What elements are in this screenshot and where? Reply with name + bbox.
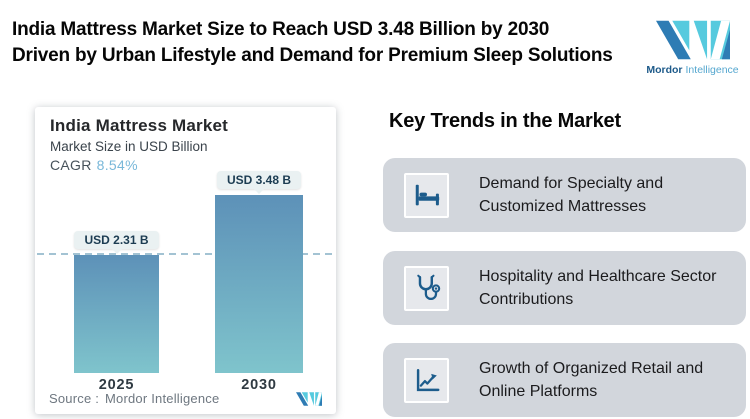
source-prefix: Source :	[49, 391, 100, 406]
brand-wordmark: Mordor Intelligence	[646, 64, 738, 76]
bar-chart: USD 2.31 B USD 3.48 B	[35, 171, 336, 373]
reference-dashed-line	[37, 253, 334, 255]
brand-logo: Mordor Intelligence	[645, 8, 740, 88]
x-axis-label-2025: 2025	[98, 377, 135, 393]
bar-group-2030: USD 3.48 B	[215, 171, 303, 373]
bar-group-2025: USD 2.31 B	[74, 231, 159, 373]
trends-heading: Key Trends in the Market	[389, 110, 621, 132]
chart-subtitle: Market Size in USD Billion	[50, 139, 208, 154]
market-chart-card: India Mattress Market Market Size in USD…	[35, 107, 336, 414]
line-chart-icon	[416, 368, 439, 392]
chart-title: India Mattress Market	[50, 116, 229, 135]
trend-text: Demand for Specialty and Customized Matt…	[479, 175, 664, 215]
bar-2030	[215, 195, 303, 373]
trend-icon-box	[404, 172, 449, 218]
bed-icon	[415, 184, 439, 206]
trend-text: Hospitality and Healthcare Sector Contri…	[479, 268, 717, 308]
mordor-logo-icon	[655, 20, 730, 60]
trend-card-specialty-mattresses: Demand for Specialty and Customized Matt…	[383, 158, 746, 232]
brand-name-light: Intelligence	[685, 64, 739, 76]
badge-caret-icon	[254, 189, 264, 194]
trend-icon-box	[404, 357, 449, 403]
source-name: Mordor Intelligence	[105, 391, 220, 406]
page-title-line2: Driven by Urban Lifestyle and Demand for…	[12, 45, 613, 66]
trend-text: Growth of Organized Retail and Online Pl…	[479, 360, 704, 400]
x-axis-label-2030: 2030	[241, 377, 277, 393]
source-row: Source : Mordor Intelligence	[49, 391, 322, 406]
cagr-value: 8.54%	[96, 157, 138, 173]
source-text: Source : Mordor Intelligence	[49, 391, 219, 406]
trend-card-organized-retail: Growth of Organized Retail and Online Pl…	[383, 343, 746, 417]
stethoscope-icon	[416, 274, 440, 300]
page-title-line1: India Mattress Market Size to Reach USD …	[12, 19, 550, 40]
mordor-logo-small-icon	[296, 391, 322, 406]
badge-caret-icon	[111, 249, 122, 254]
brand-name-bold: Mordor	[646, 64, 683, 76]
trend-icon-box	[404, 265, 449, 311]
page-title: India Mattress Market Size to Reach USD …	[12, 17, 637, 69]
cagr-label: CAGR	[50, 157, 92, 173]
value-badge-2025: USD 2.31 B	[74, 231, 159, 249]
trend-card-hospitality-healthcare: Hospitality and Healthcare Sector Contri…	[383, 251, 746, 325]
chart-cagr: CAGR 8.54%	[50, 157, 138, 173]
value-badge-2030: USD 3.48 B	[216, 171, 302, 189]
bar-2025	[74, 255, 159, 373]
